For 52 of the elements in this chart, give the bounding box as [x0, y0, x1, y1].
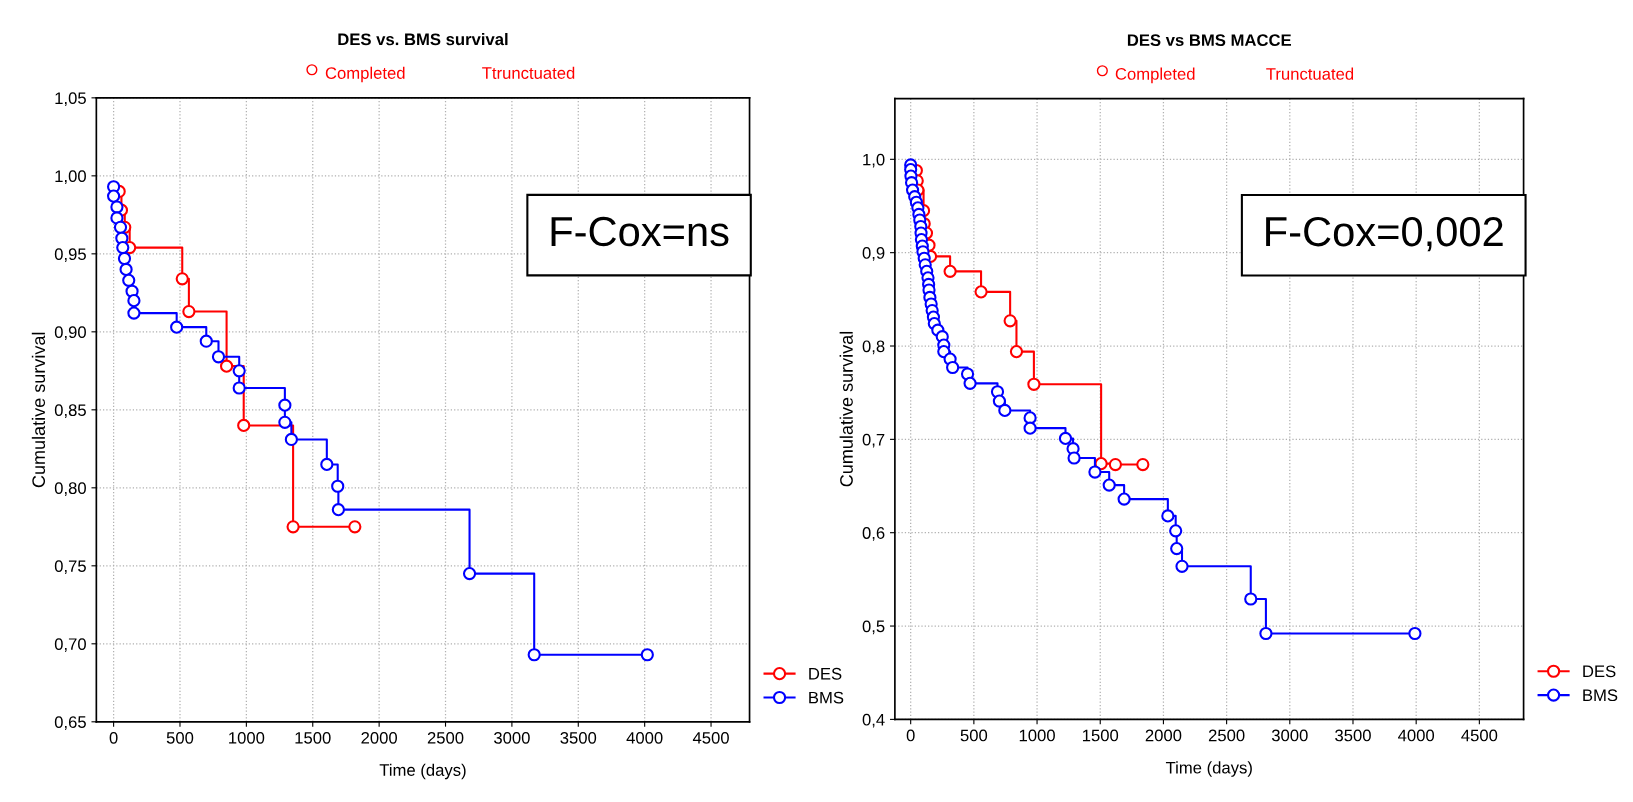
x-tick-label: 500 [960, 729, 988, 742]
y-tick-label: 0,8 [862, 340, 885, 355]
legend-label: BMS [809, 691, 844, 704]
x-tick-label: 3000 [494, 731, 530, 744]
x-tick-label: 3500 [560, 731, 597, 744]
y-tick-label: 1,00 [55, 170, 86, 185]
annotation: F-Cox=0,002 [1266, 216, 1503, 252]
x-tick-label: 1500 [1082, 729, 1119, 742]
x-tick-label: 0 [109, 731, 118, 744]
x-tick-label: 4000 [1398, 729, 1435, 742]
y-tick-label: 0,9 [862, 247, 885, 261]
chart-title: DES vs BMS MACCE [1127, 34, 1292, 47]
x-tick-label: 2500 [1208, 729, 1245, 742]
x-axis-title: Time (days) [1165, 761, 1252, 777]
y-tick-label: 0,75 [54, 560, 86, 574]
y-axis-title: Cumulative survival [31, 332, 46, 488]
legend-label: DES [1583, 665, 1616, 678]
chart-title: DES vs. BMS survival [338, 32, 508, 46]
x-tick-label: 2000 [1145, 729, 1182, 742]
y-tick-label: 1,0 [863, 153, 885, 168]
y-axis-title: Cumulative survival [839, 331, 853, 487]
legend-label: BMS [1583, 689, 1618, 702]
x-tick-label: 1500 [295, 731, 331, 744]
x-tick-label: 4500 [692, 731, 729, 744]
y-tick-label: 0,7 [862, 433, 885, 448]
y-tick-label: 0,6 [862, 527, 885, 541]
text: Ttrunctuated [482, 66, 575, 79]
x-tick-label: 1000 [1019, 729, 1055, 742]
y-tick-label: 0,5 [862, 620, 885, 635]
x-tick-label: 2000 [361, 731, 398, 744]
text: Trunctuated [1266, 67, 1354, 80]
x-tick-label: 2500 [427, 731, 464, 744]
y-tick-label: 1,05 [55, 92, 86, 107]
x-tick-label: 4000 [626, 731, 663, 744]
x-tick-label: 3500 [1335, 729, 1371, 742]
x-tick-label: 4500 [1461, 729, 1498, 742]
text: Completed [325, 66, 405, 83]
y-tick-label: 0,65 [54, 716, 86, 730]
y-tick-label: 0,70 [54, 638, 86, 652]
x-tick-label: 500 [166, 731, 194, 744]
x-tick-label: 0 [906, 729, 915, 742]
annotation: F-Cox=ns [551, 216, 729, 247]
x-tick-label: 3000 [1271, 729, 1308, 742]
legend-label: DES [809, 667, 842, 680]
y-tick-label: 0,4 [862, 713, 885, 728]
y-tick-label: 0,95 [54, 248, 86, 262]
y-tick-label: 0,80 [54, 482, 86, 496]
y-tick-label: 0,85 [54, 404, 86, 418]
x-axis-title: Time (days) [379, 763, 466, 780]
y-tick-label: 0,90 [54, 326, 86, 340]
x-tick-label: 1000 [229, 731, 265, 744]
text: Completed [1115, 67, 1195, 84]
